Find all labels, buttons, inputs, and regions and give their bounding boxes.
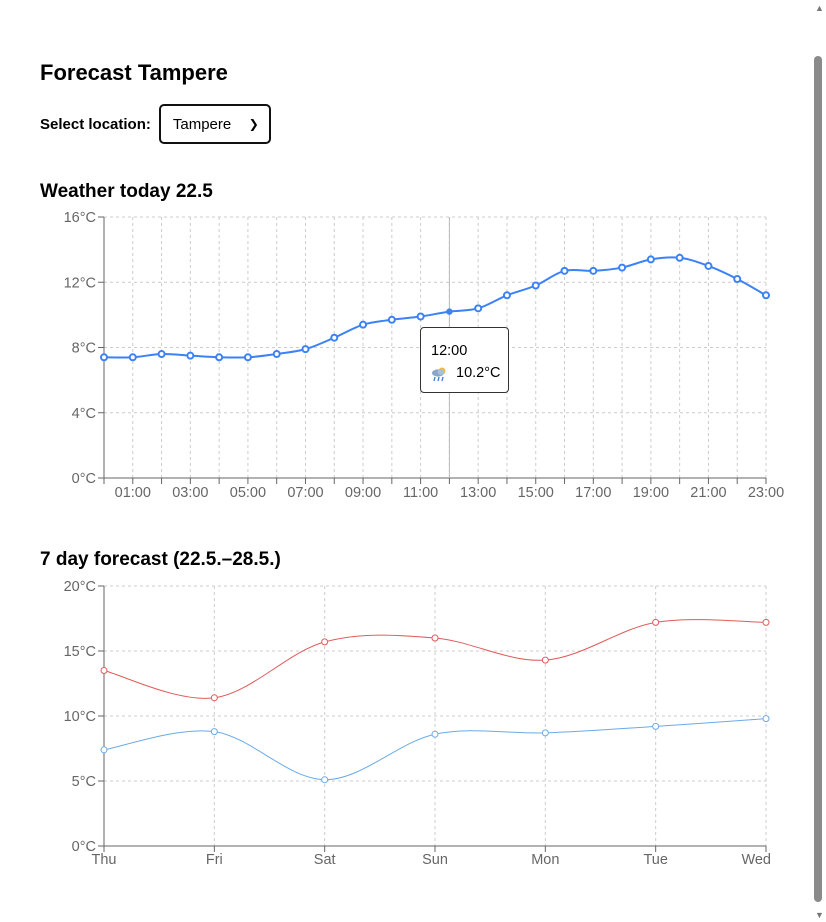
scrollbar-thumb[interactable] [814,56,822,902]
data-point [502,291,511,300]
x-tick-label: 19:00 [633,485,669,501]
tooltip-time: 12:00 [431,343,468,359]
y-tick-label: 20°C [64,579,96,595]
x-tick-label: Sat [314,852,336,868]
data-point [272,350,281,359]
x-tick-label: 13:00 [460,485,496,501]
data-point [215,353,224,362]
chevron-down-icon: ❯ [248,117,259,131]
data-point [243,353,252,362]
location-row: Select location: Tampere ❯ [40,104,271,144]
page-scrollbar[interactable]: ▲ ▼ [811,0,826,922]
data-point [589,266,598,275]
max-temp-point [431,634,439,642]
today-chart-title: Weather today 22.5 [40,181,213,202]
max-temp-point [210,694,218,702]
x-tick-label: 05:00 [230,485,266,501]
data-point [387,315,396,324]
x-tick-label: 23:00 [748,485,784,501]
location-select[interactable]: Tampere ❯ [158,104,271,144]
data-point [762,291,770,300]
min-temp-point [652,722,660,730]
max-temp-point [541,656,549,664]
data-point [186,351,195,360]
x-tick-label: Sun [422,852,448,868]
y-tick-label: 5°C [72,774,96,790]
data-point [474,304,483,313]
y-tick-label: 15°C [64,644,96,660]
min-temp-point [321,776,329,784]
data-point [675,253,684,262]
x-tick-label: 17:00 [575,485,611,501]
data-point-active [446,308,453,315]
data-point [128,353,137,362]
min-temp-point [210,728,218,736]
tooltip-temp: 10.2°C [456,365,501,382]
location-select-value: Tampere [172,115,232,133]
x-tick-label: Wed [741,852,771,868]
page-title: Forecast Tampere [40,60,228,85]
max-temp-point [652,618,660,626]
data-point [330,333,339,342]
x-tick-label: Thu [92,852,117,868]
min-temp-point [762,715,770,723]
x-tick-label: 15:00 [518,485,554,501]
y-tick-label: 16°C [64,210,96,226]
x-tick-label: 21:00 [690,485,726,501]
x-tick-label: 01:00 [115,485,151,501]
max-temp-point [100,667,108,674]
data-point [560,266,569,275]
min-temp-point [100,746,108,754]
x-tick-label: 03:00 [172,485,208,501]
x-tick-label: Tue [643,852,667,868]
y-tick-label: 10°C [64,709,96,725]
data-point [531,281,540,290]
week-chart-title: 7 day forecast (22.5.–28.5.) [40,549,281,570]
x-tick-label: 09:00 [345,485,381,501]
scroll-down-icon[interactable]: ▼ [815,910,824,920]
y-tick-label: 0°C [72,839,96,855]
y-tick-label: 12°C [64,275,96,291]
rain-cloud-sun-icon [431,366,449,382]
data-point [618,263,627,272]
y-tick-label: 8°C [72,341,96,357]
data-point [359,320,368,329]
max-temp-point [762,618,770,626]
data-point [704,261,713,270]
data-point [733,274,742,283]
scroll-up-icon[interactable]: ▲ [815,3,824,13]
x-tick-label: 07:00 [287,485,323,501]
location-label: Select location: [40,115,151,133]
x-tick-label: 11:00 [403,485,438,501]
y-tick-label: 4°C [72,406,96,422]
data-point [157,350,166,359]
min-temp-point [541,729,549,737]
y-tick-label: 0°C [72,471,96,487]
max-temp-point [321,638,329,646]
chart-tooltip: 12:00 10.2°C [420,327,509,393]
data-point [301,345,310,354]
data-point [100,353,108,362]
x-tick-label: Fri [206,852,223,868]
x-tick-label: Mon [531,852,559,868]
data-point [646,255,655,264]
min-temp-point [431,730,439,738]
data-point [416,312,425,321]
